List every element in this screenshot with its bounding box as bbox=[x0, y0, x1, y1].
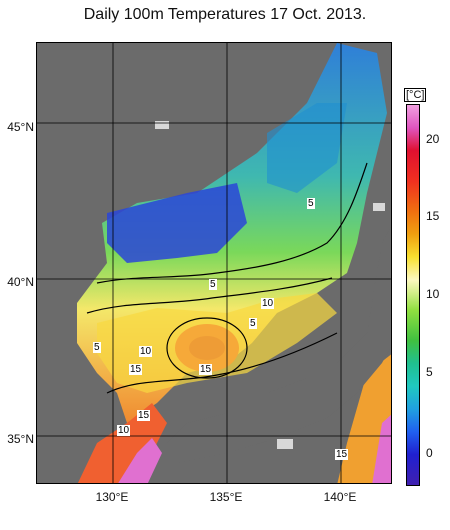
map-title: Daily 100m Temperatures 17 Oct. 2013. bbox=[83, 6, 367, 23]
temperature-map: 5 5 10 5 5 10 15 15 15 10 15 bbox=[36, 42, 392, 484]
contour-label: 10 bbox=[261, 298, 275, 309]
contour-label: 5 bbox=[93, 342, 101, 353]
colorbar-tick-0: 0 bbox=[426, 446, 433, 460]
lat-label-45: 45°N bbox=[7, 120, 34, 134]
colorbar-tick-15: 15 bbox=[426, 209, 440, 223]
colorbar-tick-20: 20 bbox=[426, 132, 440, 146]
contour-label: 10 bbox=[139, 346, 153, 357]
lat-label-40: 40°N bbox=[7, 275, 34, 289]
colorbar-tick-5: 5 bbox=[426, 365, 433, 379]
colorbar-tick-10: 10 bbox=[426, 287, 440, 301]
colorbar bbox=[406, 104, 420, 486]
contour-label: 10 bbox=[117, 425, 131, 436]
contour-label: 15 bbox=[335, 449, 349, 460]
honshu-island bbox=[167, 226, 391, 463]
lon-label-135: 135°E bbox=[209, 490, 243, 504]
contour-label: 15 bbox=[137, 410, 151, 421]
cold-pool bbox=[107, 183, 247, 263]
contour-label: 15 bbox=[199, 364, 213, 375]
contour-label: 15 bbox=[129, 364, 143, 375]
contour-label: 5 bbox=[249, 318, 257, 329]
lat-label-35: 35°N bbox=[7, 432, 34, 446]
lon-label-130: 130°E bbox=[95, 490, 129, 504]
contour-label: 5 bbox=[209, 279, 217, 290]
colorbar-unit: [°C] bbox=[404, 88, 427, 102]
lon-label-140: 140°E bbox=[323, 490, 357, 504]
contour-label: 5 bbox=[307, 198, 315, 209]
